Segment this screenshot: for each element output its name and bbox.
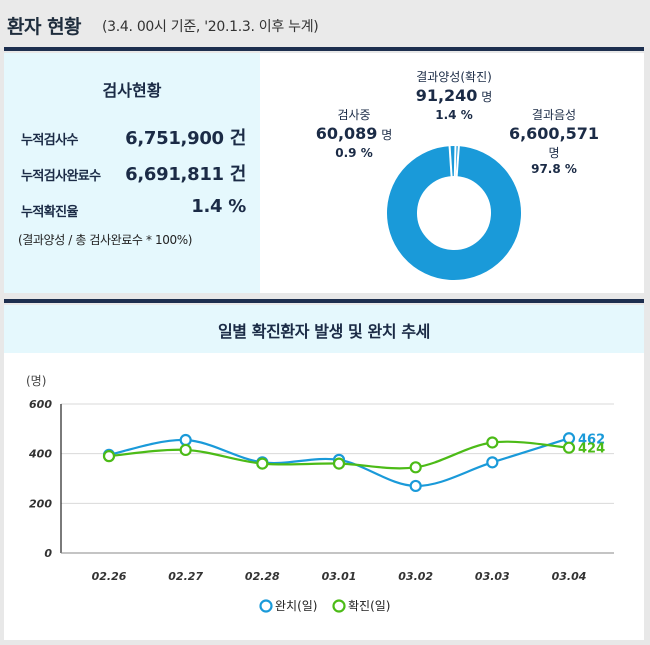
donut-separator — [453, 144, 457, 178]
testing-unit: 명 — [381, 128, 393, 143]
donut-separator — [448, 145, 453, 178]
x-tick-label: 02.27 — [168, 570, 203, 583]
section-divider-2 — [4, 299, 644, 303]
chart-title-band: 일별 확진환자 발생 및 완치 추세 — [4, 305, 644, 353]
test-status-title: 검사현황 — [102, 81, 162, 100]
donut-separator — [455, 145, 460, 178]
page-title: 환자 현황 — [7, 16, 82, 38]
data-point[interactable] — [486, 456, 499, 469]
completed-tests-value: 6,691,811 건 — [125, 164, 246, 185]
data-point[interactable] — [256, 457, 269, 470]
chart-title: 일별 확진환자 발생 및 완치 추세 — [217, 322, 430, 341]
donut-label-negative: 결과음성 6,600,571 명 97.8 % — [504, 107, 604, 177]
positive-rate-note: (결과양성 / 총 검사완료수 * 100%) — [18, 233, 192, 247]
positive-count: 91,240 — [415, 86, 478, 106]
legend-marker[interactable] — [332, 599, 346, 613]
data-point[interactable] — [562, 441, 576, 454]
end-value-label: 424 — [578, 442, 605, 457]
x-tick-label: 03.01 — [322, 570, 357, 583]
legend-label[interactable]: 완치(일) — [275, 599, 317, 613]
completed-tests-label: 누적검사완료수 — [21, 169, 101, 184]
positive-pct: 1.4 % — [435, 107, 473, 122]
x-tick-label: 02.28 — [245, 570, 280, 583]
data-point[interactable] — [486, 436, 499, 449]
trend-line-chart: (명) 0 200 400 600 02.26 02.27 02.28 03.01 03.02 03… — [26, 374, 614, 613]
positive-rate-value: 1.4 % — [191, 196, 246, 217]
negative-count: 6,600,571 — [508, 124, 600, 144]
x-tick-label: 03.03 — [475, 570, 510, 583]
legend-marker[interactable] — [259, 599, 273, 613]
data-point[interactable] — [179, 443, 192, 457]
positive-rate-label: 누적확진율 — [21, 205, 78, 220]
data-point[interactable] — [409, 461, 422, 474]
cumulative-tests-label: 누적검사수 — [21, 133, 78, 148]
test-result-donut — [387, 144, 521, 280]
testing-label: 검사중 — [337, 108, 371, 122]
positive-unit: 명 — [481, 90, 493, 105]
page-header: 환자 현황 (3.4. 00시 기준, '20.1.3. 이후 누계) — [0, 0, 650, 48]
donut-label-positive: 결과양성(확진) 91,240 명 1.4 % — [394, 69, 514, 123]
testing-pct: 0.9 % — [335, 145, 373, 160]
data-point[interactable] — [332, 457, 346, 470]
positive-label: 결과양성(확진) — [416, 70, 492, 84]
x-tick-label: 03.02 — [398, 570, 433, 583]
x-tick-label: 02.26 — [92, 570, 127, 583]
y-unit-label: (명) — [26, 374, 46, 388]
end-value-label: 462 — [578, 432, 605, 447]
summary-panel: 검사현황 누적검사수 6,751,900 건 누적검사완료수 6,691,811… — [4, 53, 644, 293]
y-tick-label: 400 — [28, 448, 52, 461]
testing-count: 60,089 — [315, 124, 378, 144]
trend-panel: 일별 확진환자 발생 및 완치 추세 (명) 0 200 400 600 02.26 02.… — [4, 305, 644, 640]
test-status-box: 검사현황 누적검사수 6,751,900 건 누적검사완료수 6,691,811… — [4, 53, 260, 293]
data-point[interactable] — [179, 433, 192, 447]
negative-label: 결과음성 — [531, 108, 577, 122]
cumulative-tests-value: 6,751,900 건 — [125, 128, 246, 149]
legend-label[interactable]: 확진(일) — [348, 599, 390, 613]
page-subtitle: (3.4. 00시 기준, '20.1.3. 이후 누계) — [102, 19, 319, 35]
data-point[interactable] — [102, 450, 116, 463]
donut-label-testing: 검사중 60,089 명 0.9 % — [304, 107, 404, 161]
section-divider — [4, 47, 644, 51]
data-point[interactable] — [409, 479, 422, 493]
negative-unit: 명 — [548, 145, 560, 160]
y-tick-label: 200 — [29, 497, 52, 510]
y-tick-label: 0 — [44, 547, 52, 560]
negative-pct: 97.8 % — [531, 161, 577, 176]
x-tick-label: 03.04 — [552, 570, 587, 583]
y-tick-label: 600 — [29, 398, 52, 411]
